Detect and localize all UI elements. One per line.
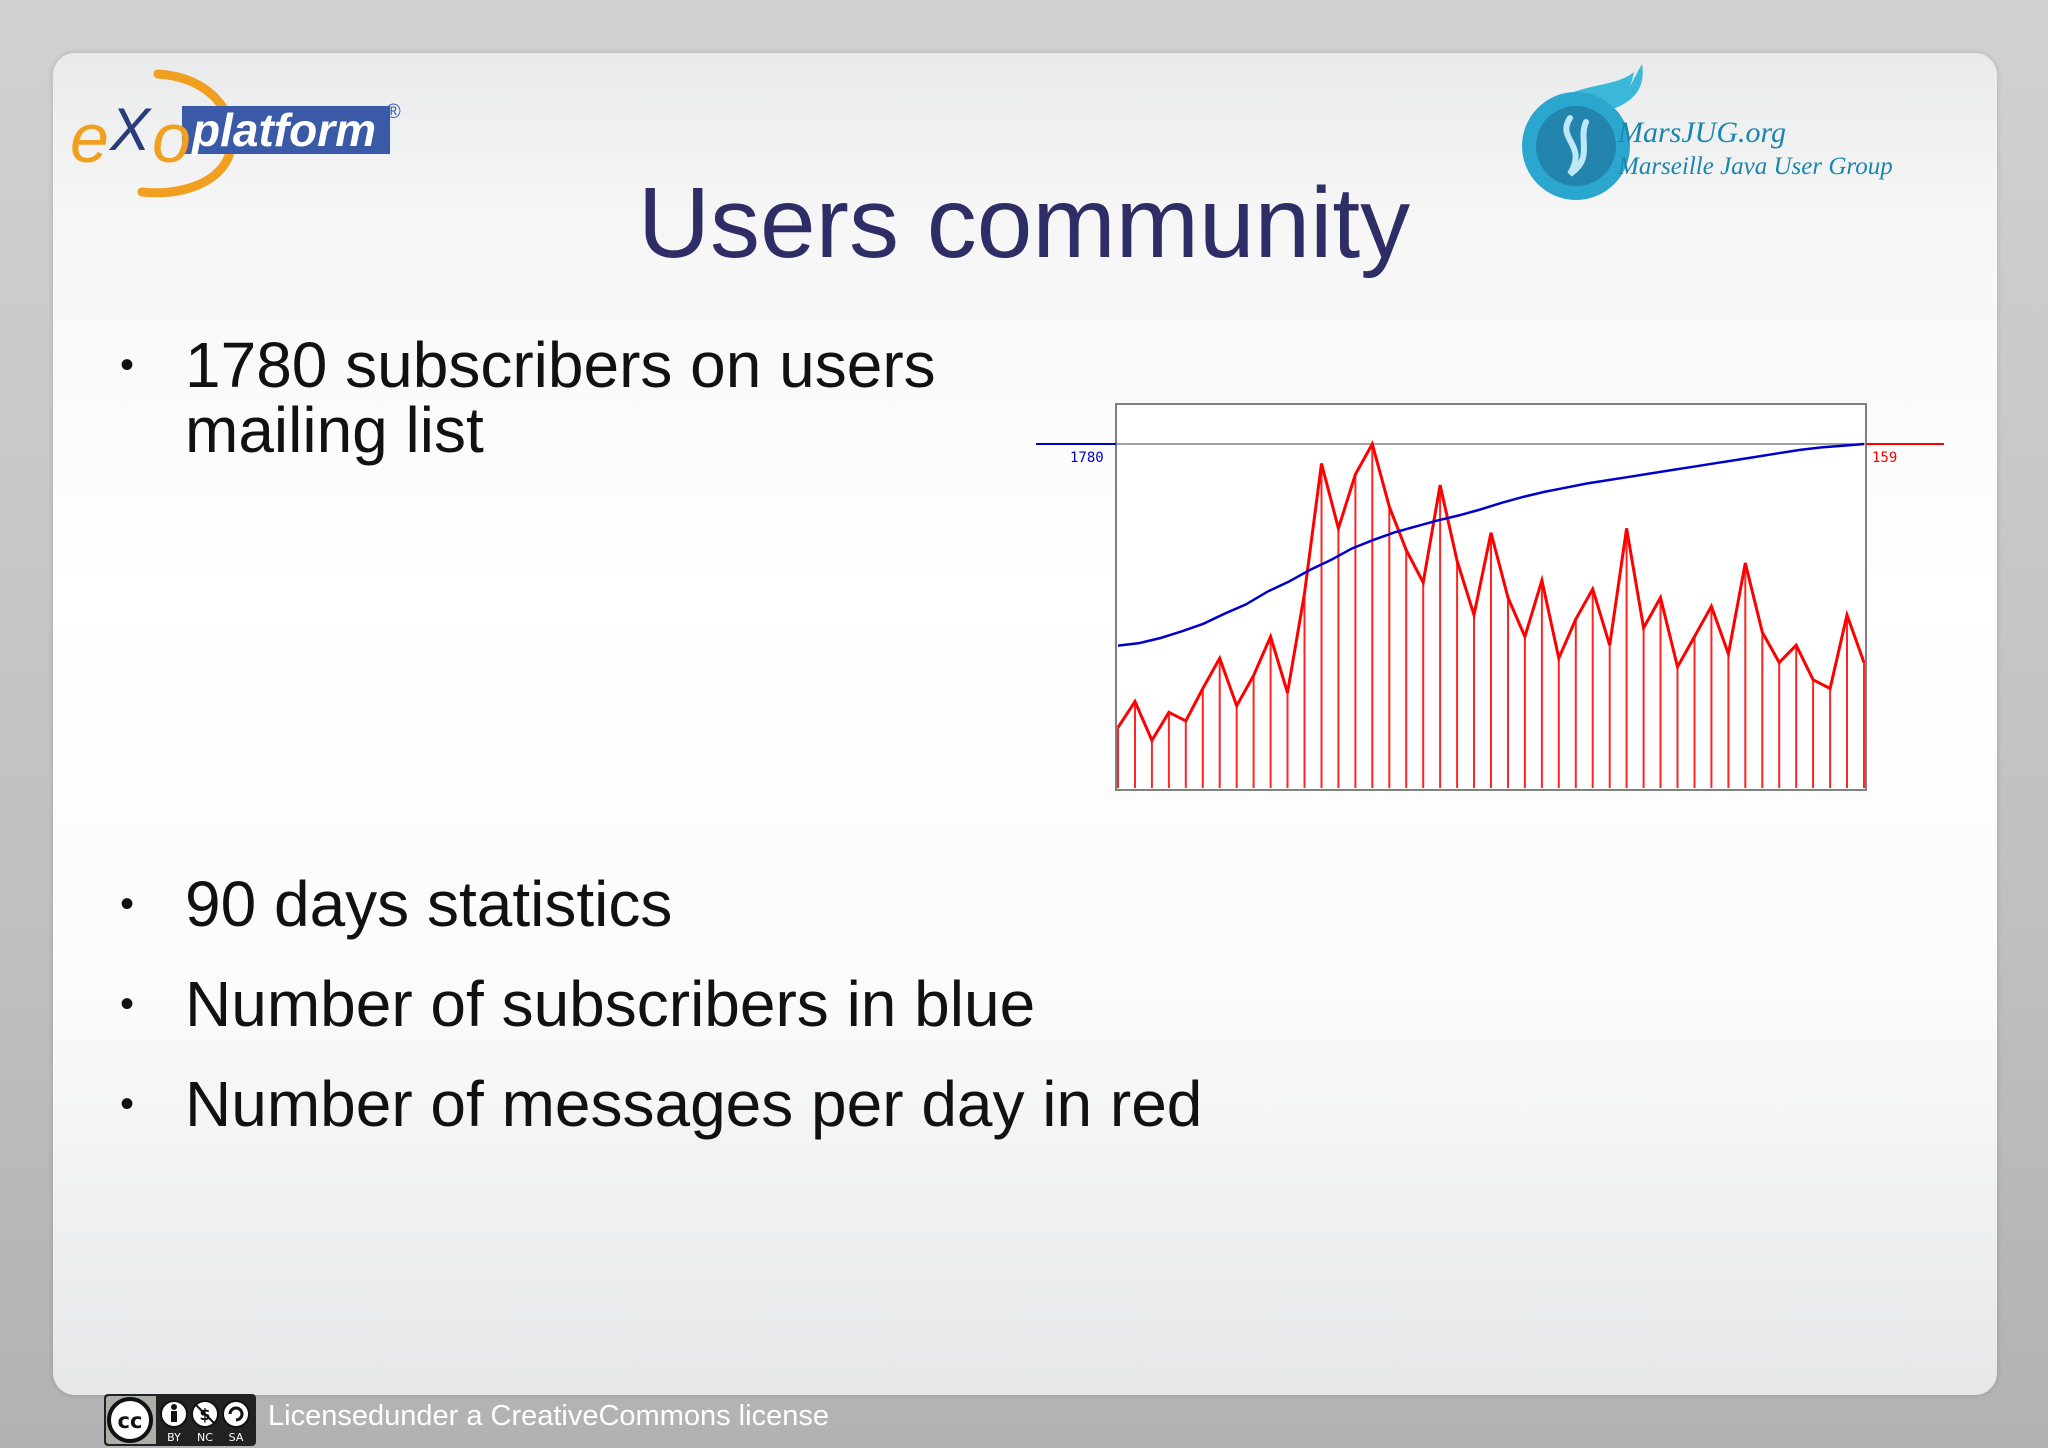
bullet-text: 1780 subscribers on users mailing list [185, 332, 936, 467]
footer: cc $ BY NC SA Licensedunder a CreativeCo… [104, 1394, 1004, 1446]
marsjug-name: MarsJUG.org [1617, 116, 1786, 149]
exo-platform-text: platform [190, 104, 376, 156]
marsjug-logo: MarsJUG.org Marseille Java User Group [1522, 64, 1893, 200]
exo-o-letter: o [152, 99, 191, 177]
cc-sa-label: SA [229, 1431, 244, 1444]
license-text: Licensedunder a CreativeCommons license [268, 1400, 829, 1432]
cc-by-label: BY [167, 1431, 181, 1444]
bullet-dot: • [120, 343, 135, 387]
subscribers-end-label: 1780 [1070, 450, 1104, 466]
creative-commons-icon: cc $ BY NC SA [104, 1394, 256, 1446]
bullet-dot: • [120, 982, 135, 1026]
marsjug-subtitle: Marseille Java User Group [1617, 153, 1893, 180]
exo-platform-logo: e X o platform ® [70, 69, 401, 198]
exo-e-letter: e [70, 99, 109, 177]
subscribers-series-line [1117, 442, 1865, 647]
bullet-text: Number of messages per day in red [185, 1068, 1203, 1140]
bullet-line: 1780 subscribers on users [185, 329, 936, 401]
bullet-text: Number of subscribers in blue [185, 968, 1036, 1040]
cc-nc-label: NC [197, 1431, 213, 1444]
subscribers-messages-chart: 1780 159 [1036, 403, 1944, 791]
messages-series [1116, 440, 1866, 788]
bullet-line: mailing list [185, 394, 484, 467]
bullet-dot: • [120, 882, 135, 926]
bullet-dot: • [120, 1082, 135, 1126]
messages-end-label: 159 [1872, 450, 1897, 466]
exo-x-letter: X [108, 96, 152, 163]
registered-mark: ® [386, 101, 401, 123]
bullet-text: 90 days statistics [185, 868, 673, 940]
cc-label: cc [118, 1409, 143, 1433]
slide-title: Users community [637, 167, 1411, 279]
